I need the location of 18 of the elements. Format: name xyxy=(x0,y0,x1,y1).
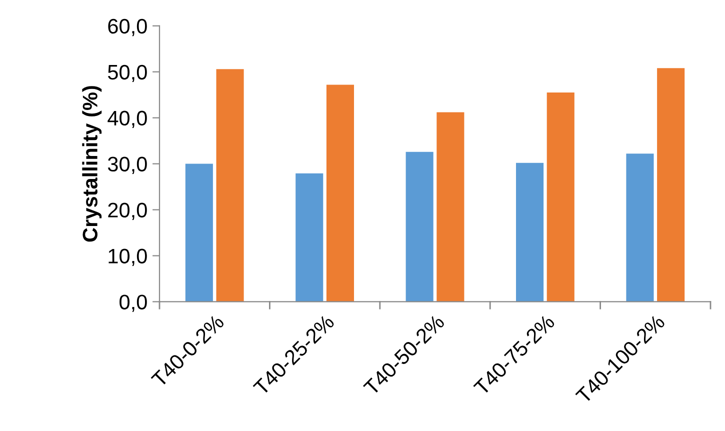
y-tick-label: 10,0 xyxy=(108,248,147,266)
y-tick-label: 0,0 xyxy=(120,294,147,312)
bar xyxy=(626,154,654,302)
bar xyxy=(406,152,434,302)
bar xyxy=(516,162,544,302)
y-tick-label: 40,0 xyxy=(108,110,147,128)
bar xyxy=(216,69,244,302)
y-tick-label: 50,0 xyxy=(108,64,147,82)
bar xyxy=(436,112,464,302)
y-tick-label: 20,0 xyxy=(108,202,147,220)
y-tick-label: 30,0 xyxy=(108,156,147,174)
bar xyxy=(296,173,324,302)
bar xyxy=(185,164,213,302)
y-tick-label: 60,0 xyxy=(108,18,147,36)
bar xyxy=(657,68,685,302)
bar xyxy=(326,84,354,302)
bar xyxy=(546,92,574,302)
y-axis-title: Crystallinity (%) xyxy=(82,86,102,242)
